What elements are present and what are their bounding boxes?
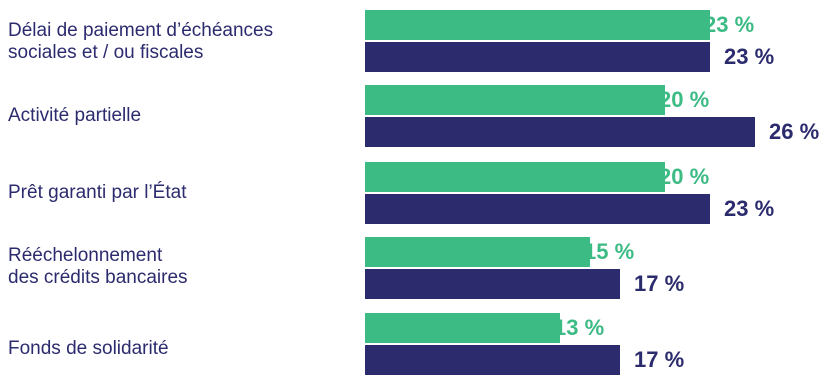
bar-navy (365, 345, 620, 375)
bar-navy (365, 194, 710, 224)
data-label: 23 % (704, 12, 755, 37)
bar-green (365, 85, 665, 115)
bar-green (365, 237, 590, 267)
category-label: Prêt garanti par l’État (8, 182, 187, 203)
category-label: Activité partielle (8, 105, 142, 126)
data-label: 17 % (634, 271, 685, 296)
data-label: 23 % (724, 196, 775, 221)
data-label: 17 % (634, 347, 685, 372)
bar-green (365, 313, 560, 343)
data-label: 23 % (724, 44, 775, 69)
category-label: Délai de paiement d’échéances sociales e… (8, 20, 274, 63)
data-label: 20 % (659, 164, 710, 189)
category-label: Rééchelonnement des crédits bancaires (8, 245, 188, 288)
data-label: 13 % (554, 315, 605, 340)
bar-green (365, 10, 710, 40)
bar-navy (365, 117, 755, 147)
bar-green (365, 162, 665, 192)
data-label: 26 % (769, 119, 820, 144)
bar-navy (365, 269, 620, 299)
data-label: 15 % (584, 239, 635, 264)
bar-navy (365, 42, 710, 72)
category-label: Fonds de solidarité (8, 338, 169, 359)
data-label: 20 % (659, 87, 710, 112)
